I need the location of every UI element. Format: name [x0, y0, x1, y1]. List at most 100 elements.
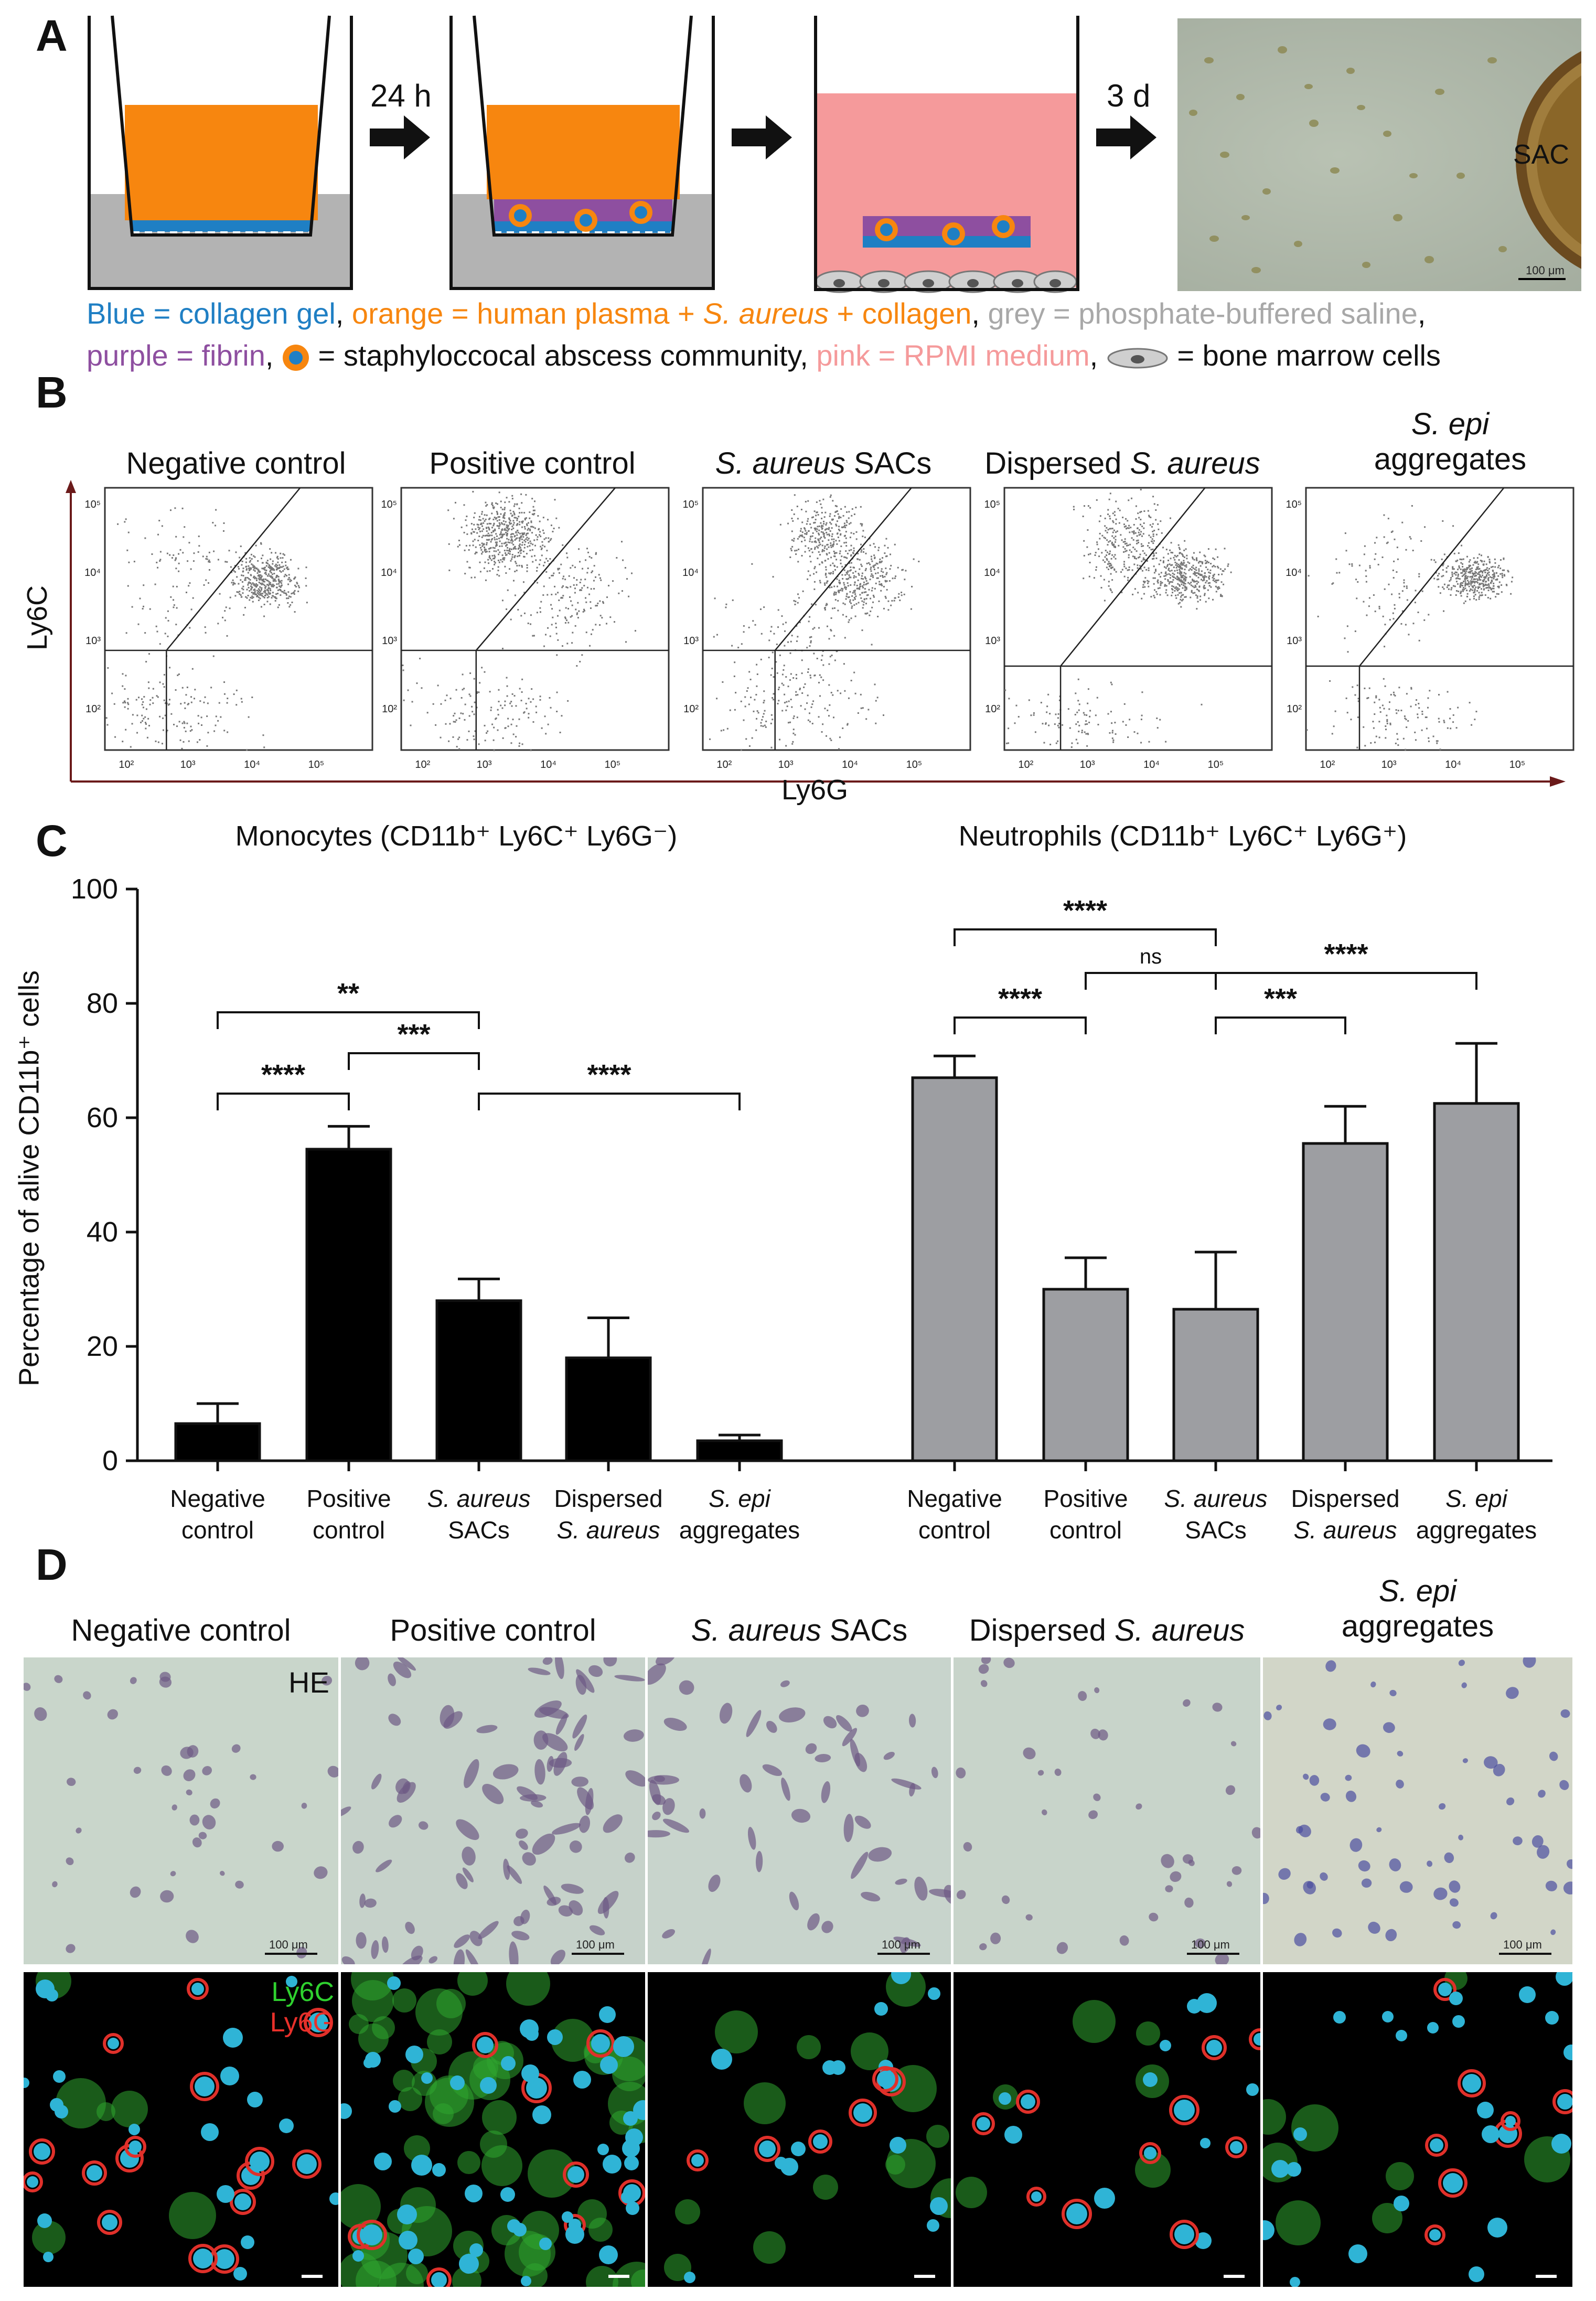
flow-event	[175, 689, 177, 691]
bar-ytick-label: 20	[87, 1331, 118, 1362]
stained-cell	[492, 1764, 519, 1780]
flow-event	[210, 687, 212, 689]
flow-event	[1198, 570, 1200, 572]
flow-event	[823, 523, 825, 525]
flow-event	[560, 597, 562, 599]
flow-event	[440, 736, 442, 739]
bar-category-label: Dispersed	[554, 1485, 662, 1512]
flow-event	[826, 522, 828, 524]
stained-cell	[507, 1865, 522, 1884]
flow-event	[826, 625, 828, 627]
flow-event	[481, 511, 483, 513]
flow-event	[125, 632, 127, 634]
flow-event	[469, 695, 472, 697]
flow-event	[1512, 576, 1514, 579]
flow-event	[491, 538, 494, 540]
significance-bracket	[348, 1052, 480, 1070]
flow-event	[492, 531, 495, 533]
flow-event	[1459, 558, 1461, 560]
flow-event	[763, 700, 765, 702]
flow-event	[1426, 727, 1428, 730]
flow-event	[253, 583, 255, 585]
flow-event	[796, 716, 798, 719]
stained-cell	[186, 1930, 199, 1943]
flow-event	[1005, 742, 1008, 744]
flow-event	[144, 722, 146, 724]
flow-event	[496, 511, 498, 513]
flow-event	[143, 718, 145, 720]
flow-event	[803, 686, 805, 688]
significance-label: ***	[397, 1019, 430, 1050]
flow-event	[1159, 719, 1161, 721]
flow-event	[306, 602, 308, 604]
flow-event	[1463, 573, 1465, 575]
flow-event	[113, 703, 115, 705]
flow-event	[132, 714, 134, 716]
ly6g-ring	[292, 2149, 322, 2179]
flow-event	[879, 581, 881, 583]
flow-event	[1470, 576, 1472, 578]
flow-event	[267, 589, 269, 591]
flow-event	[608, 585, 610, 587]
flow-event	[486, 539, 488, 541]
flow-event	[1463, 580, 1465, 582]
flow-event	[1501, 591, 1503, 593]
flow-event	[867, 582, 869, 584]
flow-event	[256, 595, 258, 597]
significance-bracket	[954, 1016, 1087, 1034]
flow-event	[558, 572, 560, 574]
flow-event	[884, 575, 886, 577]
flow-event	[505, 554, 507, 556]
flow-event	[258, 570, 260, 572]
flow-event	[1087, 733, 1089, 735]
flow-event	[801, 672, 803, 675]
flow-event	[233, 582, 235, 584]
ly6g-ring	[1170, 2220, 1199, 2249]
flow-event	[549, 539, 551, 541]
flow-event	[1329, 680, 1331, 682]
flow-xtick: 10²	[415, 759, 430, 770]
nucleus	[469, 2243, 483, 2257]
flow-event	[1448, 588, 1450, 590]
flow-event	[512, 533, 515, 535]
flow-event	[1193, 581, 1195, 583]
flow-event	[748, 671, 751, 673]
flow-event	[831, 527, 833, 529]
nucleus	[930, 2197, 948, 2215]
flow-event	[277, 576, 280, 578]
flow-event	[1160, 584, 1162, 586]
flow-event	[223, 522, 225, 524]
flow-event	[159, 715, 161, 718]
flow-event	[159, 681, 161, 683]
flow-event	[248, 565, 250, 567]
flow-event	[253, 592, 255, 594]
flow-event	[1140, 488, 1142, 490]
flow-event	[1127, 520, 1129, 522]
flow-event	[846, 578, 848, 580]
bar-category-label: control	[313, 1516, 385, 1544]
flow-event	[1436, 579, 1438, 581]
flow-event	[1207, 569, 1209, 571]
ly6c-signal	[392, 1988, 416, 2013]
flow-event	[1154, 577, 1156, 579]
flow-event	[402, 669, 404, 671]
flow-event	[1188, 562, 1191, 564]
flow-event	[1106, 531, 1108, 533]
nucleus	[220, 2067, 239, 2085]
nucleus	[521, 2064, 539, 2082]
flow-event	[1365, 570, 1367, 572]
nucleus	[477, 2037, 494, 2053]
flow-event	[1219, 568, 1222, 570]
flow-event	[1403, 579, 1405, 581]
flow-event	[1464, 585, 1466, 587]
flow-event	[807, 520, 809, 522]
stained-cell	[755, 1850, 763, 1872]
nucleus	[1545, 2011, 1559, 2025]
flow-event	[824, 584, 826, 586]
flow-event	[616, 556, 618, 559]
flow-event	[279, 566, 281, 569]
stained-cell	[648, 1830, 670, 1838]
flow-event	[274, 600, 276, 602]
flow-event	[1481, 576, 1483, 578]
flow-event	[197, 551, 199, 553]
